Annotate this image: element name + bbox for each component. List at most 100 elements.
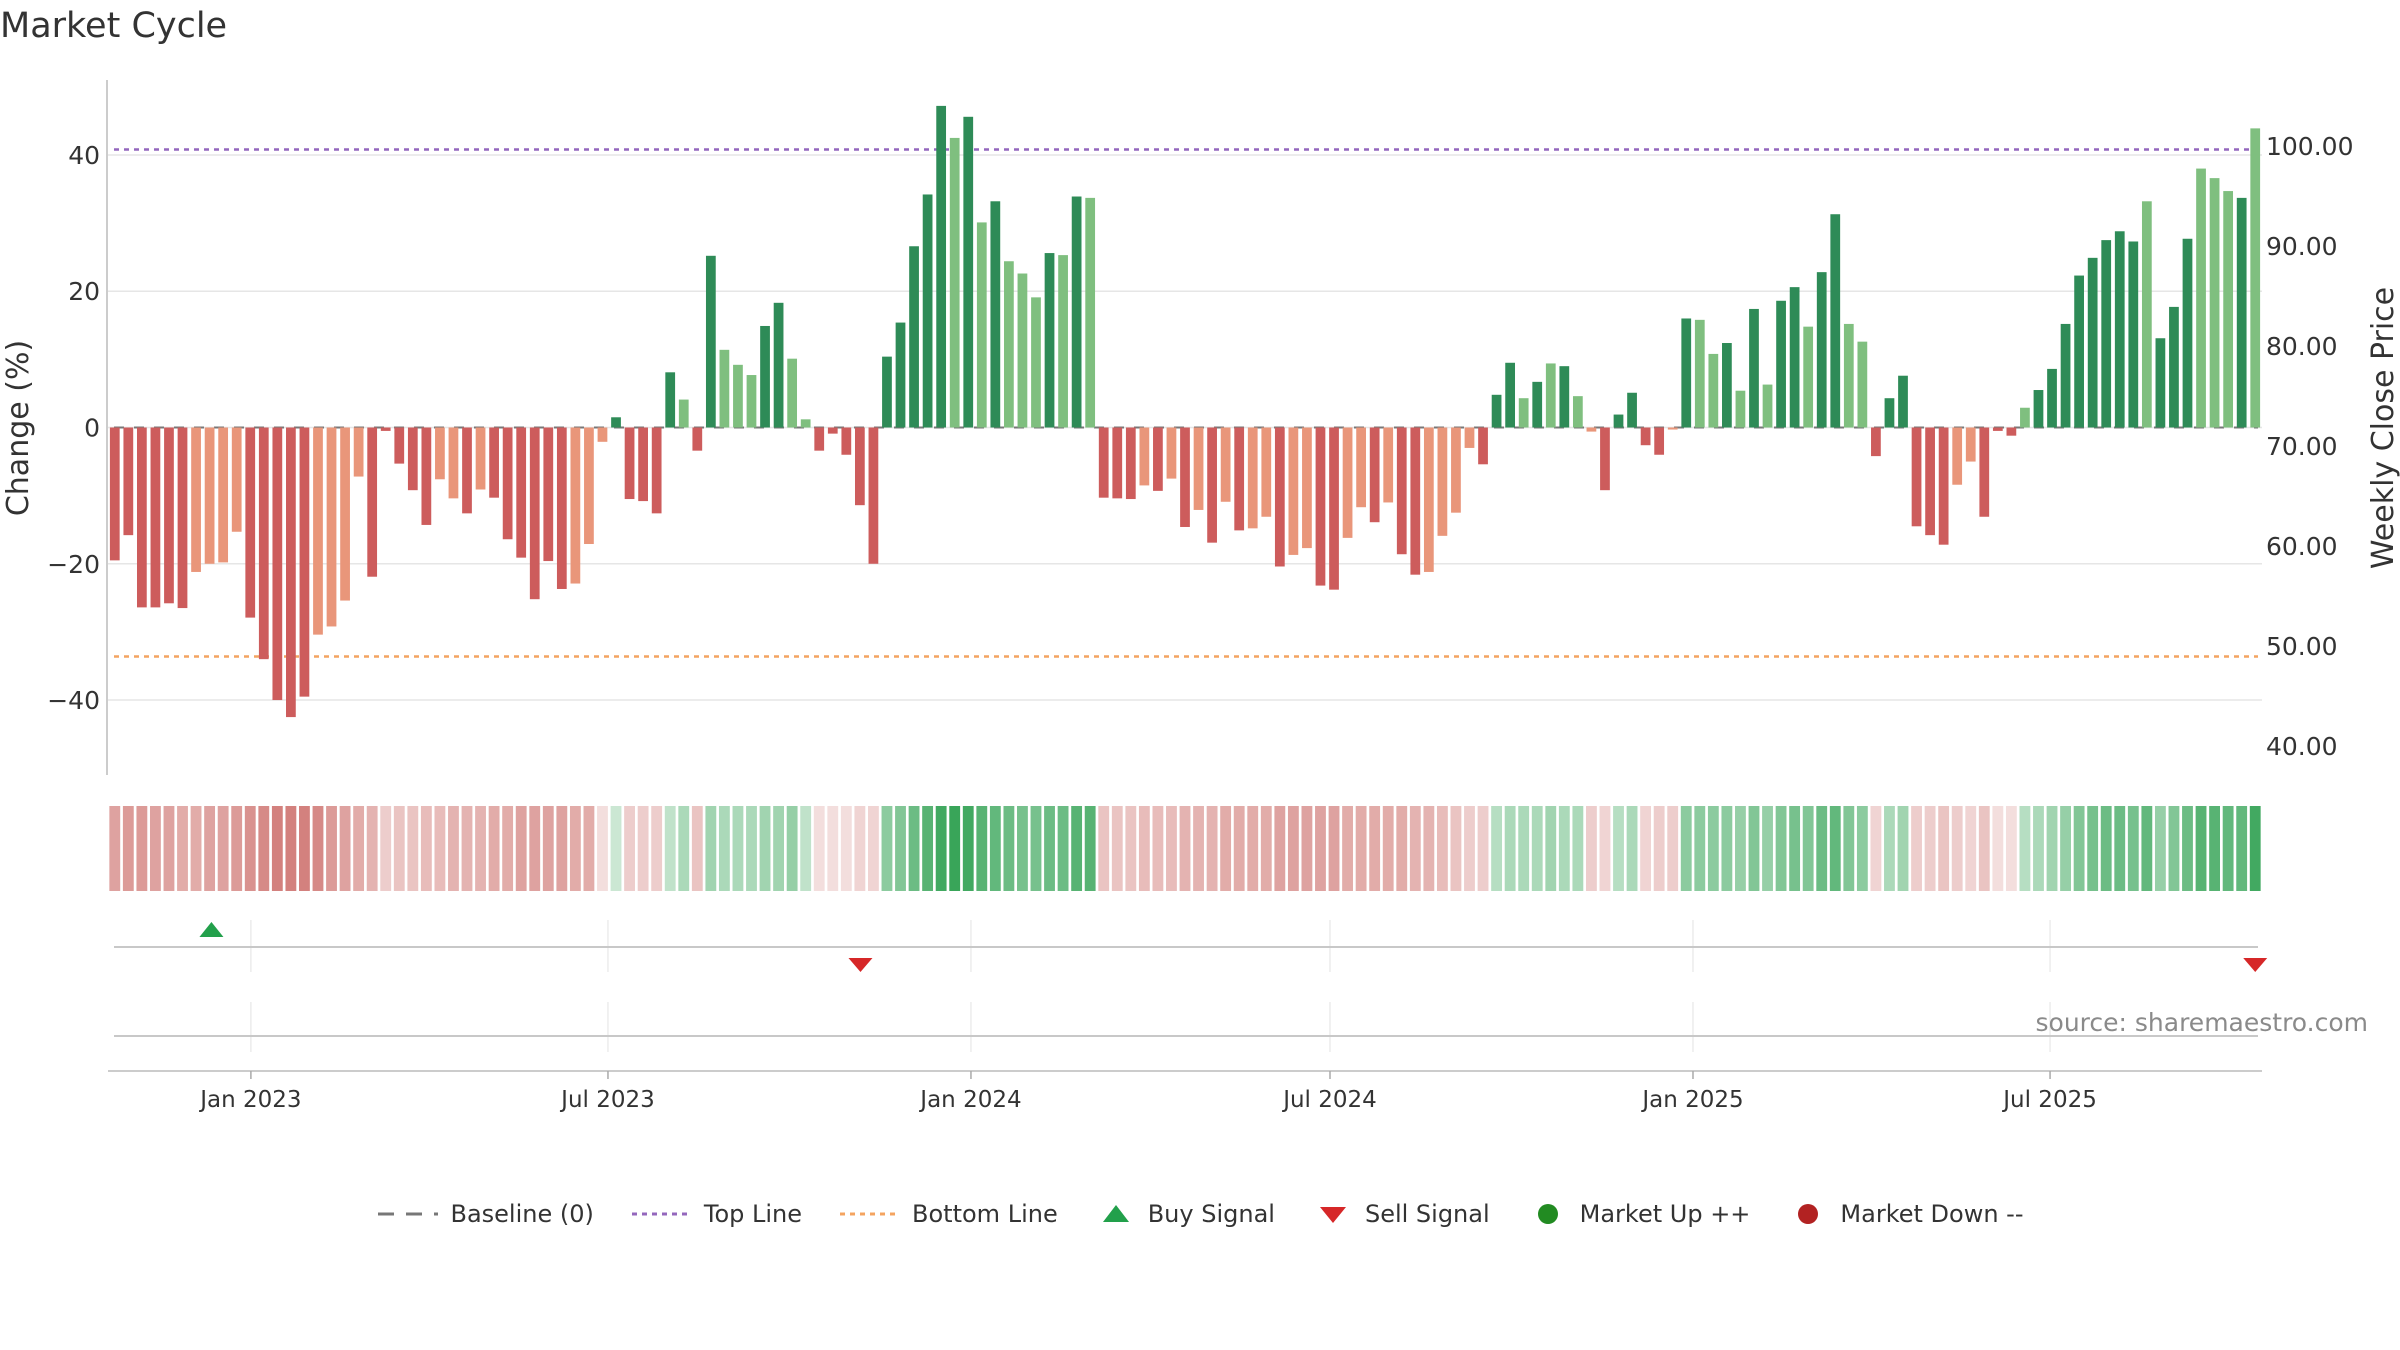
change-bar	[1478, 427, 1488, 465]
strength-cell	[1423, 806, 1435, 891]
strength-cell	[1382, 806, 1394, 891]
change-bar	[1274, 427, 1285, 567]
change-bar	[394, 427, 405, 464]
change-bar	[1288, 427, 1299, 555]
strength-cell	[1301, 806, 1313, 891]
strength-cell	[502, 806, 514, 891]
strength-cell	[1057, 806, 1069, 891]
strength-cell	[2033, 806, 2044, 891]
legend-market-up: Market Up ++	[1526, 1200, 1750, 1228]
change-bar	[1004, 261, 1014, 428]
change-bar	[895, 322, 906, 428]
strength-cell	[2141, 806, 2153, 891]
change-bar	[1058, 255, 1068, 428]
strength-cell	[813, 806, 825, 891]
change-bar	[109, 427, 120, 561]
change-bar	[1843, 323, 1854, 428]
strength-cell	[1450, 806, 1462, 891]
legend-label: Top Line	[703, 1200, 803, 1228]
strength-cell	[1030, 806, 1042, 891]
x-tick-label: Jul 2024	[1281, 1087, 1377, 1113]
strength-cell	[1260, 806, 1272, 891]
strength-cell	[962, 806, 974, 891]
change-bar	[123, 427, 134, 536]
strength-cell	[786, 806, 798, 891]
change-bar	[990, 201, 1001, 428]
change-bar	[746, 375, 757, 428]
strength-cell	[1206, 806, 1218, 891]
strength-cell	[2168, 806, 2180, 891]
strength-cell	[678, 806, 690, 891]
strength-cell	[1220, 806, 1232, 891]
strength-cell	[569, 806, 581, 891]
strength-cell	[1084, 806, 1096, 891]
legend-baseline: Baseline (0)	[376, 1200, 594, 1228]
strength-cell	[1017, 806, 1028, 891]
change-bar	[1803, 326, 1814, 428]
change-bar	[1044, 253, 1055, 428]
strength-cell	[1884, 806, 1895, 891]
strength-cell	[420, 806, 432, 891]
strength-cell	[1829, 806, 1841, 891]
change-bar	[272, 427, 283, 701]
change-bar	[556, 427, 567, 589]
strength-cell	[1735, 806, 1746, 891]
strength-cell	[827, 806, 839, 891]
strength-cell	[976, 806, 988, 891]
legend-label: Bottom Line	[912, 1200, 1058, 1228]
strength-cell	[366, 806, 378, 891]
change-bar	[976, 222, 987, 428]
x-tick-label: Jan 2024	[918, 1087, 1021, 1113]
strength-cell	[1694, 806, 1706, 891]
change-bar	[1613, 414, 1624, 428]
strength-cell	[1396, 806, 1408, 891]
change-bar	[1938, 427, 1949, 545]
strength-cell	[258, 806, 270, 891]
bottom-line-swatch-icon	[840, 1212, 901, 1216]
change-bar	[1220, 427, 1231, 502]
strength-cell	[1707, 806, 1719, 891]
strength-cell	[1558, 806, 1570, 891]
change-bar	[1193, 427, 1204, 510]
change-bar	[1329, 427, 1339, 590]
change-bar	[773, 302, 784, 428]
strength-cell	[1247, 806, 1259, 891]
strength-cell	[1626, 806, 1638, 891]
y-tick-label: −40	[47, 686, 100, 715]
change-bar	[1627, 392, 1637, 428]
market-cycle-chart: −40 −20 0 20 40 40.00 50.00 60.00 70.00 80.00 90.0…	[1, 80, 2400, 1113]
strength-cell	[746, 806, 757, 891]
legend-label: Sell Signal	[1364, 1200, 1490, 1228]
strength-cell	[1762, 806, 1773, 891]
change-bar	[1694, 319, 1705, 428]
change-bar	[340, 427, 350, 601]
strength-cell	[1775, 806, 1787, 891]
change-bar	[909, 246, 919, 428]
buy-triangle-icon	[1102, 1205, 1129, 1222]
change-bar	[1464, 427, 1475, 448]
strength-cell	[1924, 806, 1936, 891]
change-bar	[1776, 300, 1786, 428]
strength-cell	[204, 806, 216, 891]
legend-sell-signal: Sell Signal	[1311, 1200, 1490, 1228]
strength-cell	[1653, 806, 1665, 891]
change-bar	[2155, 338, 2166, 428]
change-bar	[2033, 390, 2044, 428]
change-bar	[1749, 308, 1759, 428]
strength-cell	[1992, 806, 2004, 891]
strength-cell	[2249, 806, 2261, 891]
change-bar	[1667, 427, 1678, 430]
change-bar	[1830, 214, 1841, 428]
strength-cell	[488, 806, 500, 891]
green-dot-icon	[1537, 1204, 1558, 1224]
strength-cell	[1748, 806, 1760, 891]
change-bar	[2128, 241, 2139, 428]
strength-cell	[353, 806, 365, 891]
change-bar	[787, 358, 798, 428]
change-bar	[1139, 427, 1150, 486]
change-bar	[760, 325, 770, 428]
strength-cell	[881, 806, 893, 891]
strength-cell	[326, 806, 337, 891]
strength-cell	[1816, 806, 1828, 891]
change-bar	[949, 137, 960, 428]
